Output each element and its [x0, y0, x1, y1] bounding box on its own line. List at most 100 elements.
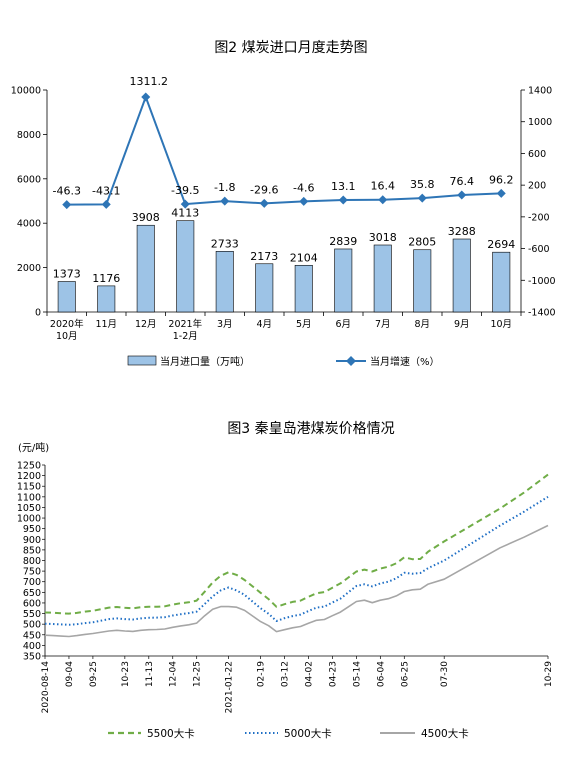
bar-value-label: 2104	[290, 251, 318, 264]
x-tick-label: 10-29	[544, 661, 554, 687]
line-value-label: 76.4	[450, 175, 475, 188]
line-point	[338, 195, 348, 205]
y-tick-label: 450	[23, 630, 41, 641]
x-tick-label: 06-25	[400, 661, 410, 687]
y-tick-label: 800	[23, 556, 41, 567]
x-tick-label: 11-13	[145, 661, 155, 687]
import-trend-chart: 图2 煤炭进口月度走势图 0 2000 4000 6000 8000 10000 1400 1…	[11, 40, 556, 368]
y-tick-label: 900	[23, 535, 41, 546]
bar-value-label: 3018	[369, 231, 397, 244]
line-value-label: 13.1	[331, 180, 356, 193]
bar-value-label: 2839	[329, 235, 357, 248]
x-tick-label: 6月	[335, 319, 351, 330]
legend: 当月进口量（万吨） 当月增速（%）	[127, 355, 440, 368]
x-tick-label: 10月	[56, 331, 78, 342]
line-value-label: 96.2	[489, 173, 514, 186]
y-axis-unit-label: (元/吨)	[18, 441, 49, 454]
y-left-tick-label: 4000	[17, 219, 41, 230]
x-tick-label: 06-04	[376, 661, 386, 687]
x-tick-label: 3月	[217, 319, 233, 330]
line-value-label: 1311.2	[130, 75, 169, 88]
bar-value-label: 2694	[487, 238, 515, 251]
bar	[97, 285, 116, 313]
legend-swatch-bar	[127, 355, 157, 366]
bar	[176, 220, 195, 313]
x-tick-label: 05-14	[352, 661, 362, 687]
y-tick-label: 1050	[17, 503, 41, 514]
line-value-label: -43.1	[92, 184, 120, 197]
legend-label-5500: 5500大卡	[147, 727, 195, 740]
bar-value-label: 1373	[53, 268, 81, 281]
bar	[373, 244, 392, 313]
bar-value-label: 1176	[92, 272, 120, 285]
line-value-label: -4.6	[293, 181, 314, 194]
line-value-label: -1.8	[214, 181, 235, 194]
x-tick-label: 12月	[135, 319, 157, 330]
legend-label-4500: 4500大卡	[421, 727, 469, 740]
x-tick-label: 07-30	[440, 661, 450, 687]
bar-value-label: 3908	[132, 211, 160, 224]
chart-title: 图2 煤炭进口月度走势图	[214, 40, 367, 56]
coal-price-chart: 图3 秦皇岛港煤炭价格情况 (元/吨) 35040045050055060065…	[17, 421, 554, 740]
y-tick-label: 750	[23, 567, 41, 578]
x-tick-label: 11月	[95, 319, 117, 330]
x-tick-label: 2020年	[50, 318, 84, 330]
bar-value-label: 3288	[448, 225, 476, 238]
line-point	[457, 190, 467, 200]
y-right-tick-label: -1000	[528, 276, 556, 287]
line-point	[62, 200, 72, 210]
y-left-tick-label: 2000	[17, 263, 41, 274]
price-line-5500大卡	[44, 473, 549, 615]
x-tick-label: 10-23	[121, 661, 131, 687]
y-tick-label: 1000	[17, 514, 41, 525]
y-tick-label: 1150	[17, 482, 41, 493]
y-tick-label: 350	[23, 652, 41, 663]
x-tick-label: 2020-08-14	[41, 661, 51, 714]
growth-line	[66, 94, 502, 206]
bar	[492, 251, 511, 313]
x-tick-label: 7月	[375, 319, 391, 330]
x-tick-label: 9月	[454, 319, 470, 330]
y-tick-label: 650	[23, 588, 41, 599]
y-tick-label: 550	[23, 609, 41, 620]
y-tick-label: 1100	[17, 492, 41, 503]
x-tick-label: 04-23	[328, 661, 338, 687]
price-series	[44, 473, 549, 638]
bar-value-label: 2733	[211, 237, 239, 250]
bar	[136, 224, 155, 313]
y-tick-label: 1200	[17, 471, 41, 482]
line-value-label: 16.4	[371, 180, 396, 193]
y-tick-label: 950	[23, 524, 41, 535]
x-tick-label: 8月	[414, 319, 430, 330]
bar	[255, 263, 274, 313]
line-point	[417, 193, 427, 203]
line-point	[299, 196, 309, 206]
legend-marker-line	[346, 356, 356, 366]
line-value-label: -29.6	[250, 183, 278, 196]
bar-value-label: 2805	[408, 236, 436, 249]
line-point	[180, 199, 190, 209]
line-value-label: 35.8	[410, 178, 435, 191]
line-point	[141, 92, 151, 102]
y-tick-label: 700	[23, 577, 41, 588]
legend-label-bar: 当月进口量（万吨）	[160, 355, 250, 368]
x-tick-label: 2021-01-22	[225, 661, 235, 713]
line-point	[378, 195, 388, 205]
x-tick-label: 10月	[490, 319, 512, 330]
line-value-label: -39.5	[171, 184, 199, 197]
y-tick-label: 400	[23, 641, 41, 652]
x-tick-label: 2021年	[168, 318, 202, 330]
y-right-tick-label: 200	[528, 181, 546, 192]
x-tick-label: 4月	[256, 319, 272, 330]
bar	[413, 249, 432, 313]
data-labels: 1373 1176 3908 4113 2733 2173 2104 2839 3018 2805…	[53, 75, 516, 285]
line-series	[62, 92, 506, 210]
y-left-tick-label: 8000	[17, 130, 41, 141]
legend-label-5000: 5000大卡	[284, 727, 332, 740]
x-tick-label: 1-2月	[173, 331, 198, 342]
x-tick-label: 12-04	[169, 661, 179, 687]
chart-title: 图3 秦皇岛港煤炭价格情况	[227, 421, 394, 437]
bar-series	[57, 220, 511, 313]
bar	[215, 251, 234, 313]
